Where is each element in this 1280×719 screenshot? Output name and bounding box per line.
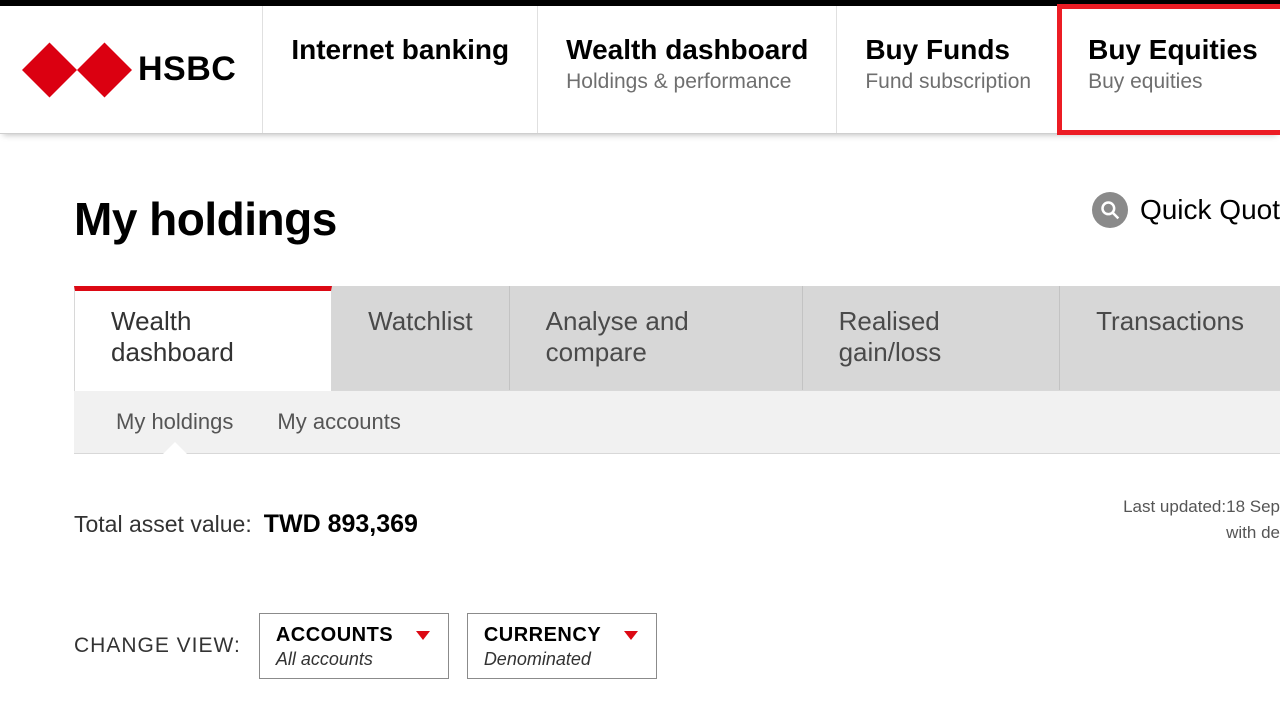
nav-subtitle: Holdings & performance [566,70,808,94]
nav-subtitle: Buy equities [1088,70,1258,94]
total-asset-value: TWD 893,369 [264,510,418,539]
hsbc-logo-icon [22,42,132,98]
tab-label: Transactions [1096,306,1244,336]
subtab-label: My accounts [277,409,401,434]
tab-wealth-dashboard[interactable]: Wealth dashboard [74,286,332,390]
search-icon [1092,192,1128,228]
subtab-my-accounts[interactable]: My accounts [255,391,423,453]
header: HSBC Internet banking Wealth dashboard H… [0,6,1280,134]
select-subtitle: All accounts [276,649,430,670]
subtab-my-holdings[interactable]: My holdings [94,391,255,453]
nav-title: Internet banking [291,34,509,66]
quick-quote-button[interactable]: Quick Quot [1092,192,1280,228]
tab-transactions[interactable]: Transactions [1060,286,1280,390]
nav-title: Buy Equities [1088,34,1258,66]
chevron-down-icon [624,631,638,640]
content: My holdings Quick Quot Wealth dashboard … [0,134,1280,679]
updated-suffix: with de [1123,520,1280,546]
nav-title: Wealth dashboard [566,34,808,66]
currency-select[interactable]: CURRENCY Denominated [467,613,657,679]
last-updated: Last updated:18 Sep with de [1123,494,1280,545]
select-subtitle: Denominated [484,649,638,670]
tab-label: Realised gain/loss [839,306,942,367]
total-asset-label: Total asset value: [74,511,252,538]
nav-buy-funds[interactable]: Buy Funds Fund subscription [836,6,1059,133]
primary-tabs: Wealth dashboard Watchlist Analyse and c… [74,286,1280,391]
updated-prefix: Last updated: [1123,497,1226,516]
brand-name: HSBC [138,50,236,89]
nav-buy-equities[interactable]: Buy Equities Buy equities [1059,6,1280,133]
tab-watchlist[interactable]: Watchlist [332,286,510,390]
tab-label: Analyse and compare [546,306,689,367]
tab-label: Watchlist [368,306,473,336]
nav-subtitle: Fund subscription [865,70,1031,94]
total-asset-row: Total asset value: TWD 893,369 [74,510,1280,539]
quick-quote-label: Quick Quot [1140,194,1280,226]
select-title: CURRENCY [484,624,601,647]
logo[interactable]: HSBC [0,6,262,133]
change-view-label: CHANGE VIEW: [74,634,241,658]
nav-wealth-dashboard[interactable]: Wealth dashboard Holdings & performance [537,6,836,133]
chevron-down-icon [416,631,430,640]
nav-title: Buy Funds [865,34,1031,66]
updated-date: 18 Sep [1226,497,1280,516]
change-view-row: CHANGE VIEW: ACCOUNTS All accounts CURRE… [74,613,1280,679]
main-nav: Internet banking Wealth dashboard Holdin… [262,6,1280,133]
tab-realised-gain-loss[interactable]: Realised gain/loss [803,286,1061,390]
secondary-tabs: My holdings My accounts [74,391,1280,454]
accounts-select[interactable]: ACCOUNTS All accounts [259,613,449,679]
subtab-label: My holdings [116,409,233,434]
select-title: ACCOUNTS [276,624,393,647]
tab-label: Wealth dashboard [111,306,234,367]
tab-analyse-compare[interactable]: Analyse and compare [510,286,803,390]
nav-internet-banking[interactable]: Internet banking [262,6,537,133]
